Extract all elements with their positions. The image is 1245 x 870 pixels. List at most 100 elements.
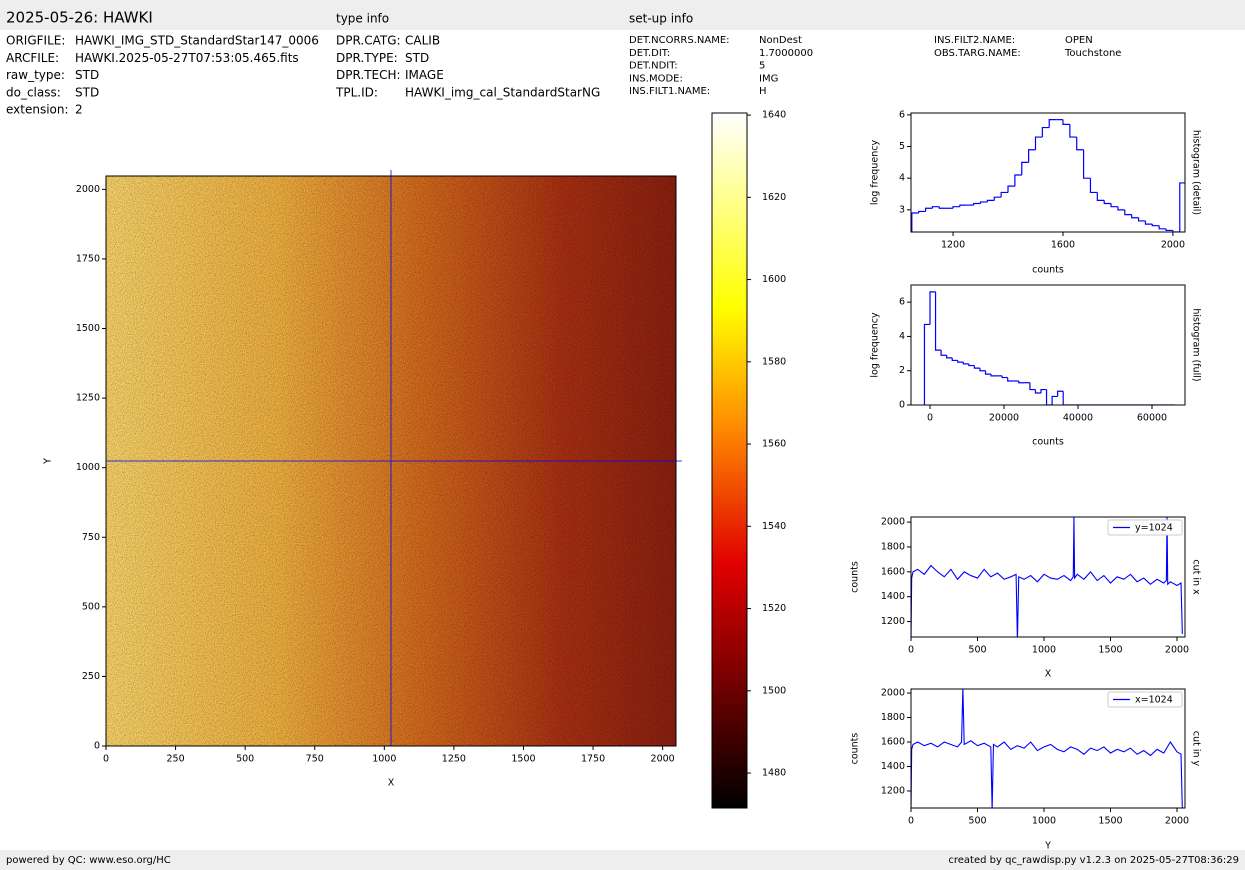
histogram-step: [979, 201, 988, 204]
info-value: 2: [75, 103, 83, 117]
histogram-step: [957, 360, 964, 363]
info-value: 1.7000000: [759, 48, 813, 59]
histogram-step: [1001, 375, 1008, 379]
y-tick-label: 1250: [76, 393, 100, 404]
info-value: 5: [759, 61, 765, 72]
histogram-step: [1151, 224, 1160, 227]
x-tick-label: 20000: [989, 413, 1019, 424]
legend-box: [1107, 691, 1183, 708]
info-value: HAWKI_IMG_STD_StandardStar147_0006: [75, 34, 319, 48]
x-tick-label: 60000: [1137, 413, 1167, 424]
colorbar-tick-label: 1540: [762, 521, 786, 532]
footer-right: created by qc_rawdisp.py v1.2.3 on 2025-…: [948, 855, 1239, 866]
y-axis-label: log frequency: [870, 312, 881, 378]
info-label: INS.FILT1.NAME:: [629, 86, 710, 97]
page-title: 2025-05-26: HAWKI: [6, 9, 153, 27]
x-tick-label: 0: [927, 413, 933, 424]
x-tick-label: 0: [908, 816, 914, 827]
x-tick-label: 1250: [442, 754, 466, 765]
y-tick-label: 250: [82, 671, 100, 682]
histogram-step: [951, 357, 958, 362]
y-tick-label: 1600: [881, 566, 905, 577]
info-label: ARCFILE:: [6, 51, 59, 65]
x-axis-label: X: [1045, 669, 1052, 680]
x-tick-label: 2000: [651, 754, 675, 765]
info-value: CALIB: [405, 34, 440, 48]
setup-info-heading: set-up info: [629, 12, 693, 26]
colorbar-tick-label: 1520: [762, 603, 786, 614]
x-tick-label: 1000: [1032, 645, 1056, 656]
plot-area: [911, 119, 1185, 232]
side-label: cut in y: [1191, 731, 1202, 767]
histogram-step: [946, 355, 953, 359]
y-tick-label: 750: [82, 532, 100, 543]
legend-label: x=1024: [1135, 695, 1173, 706]
legend-box: [1107, 519, 1183, 536]
histogram-step: [1158, 225, 1167, 230]
axes-frame: [910, 688, 1186, 809]
side-label: histogram (full): [1191, 308, 1202, 381]
side-label: cut in x: [1191, 559, 1202, 595]
histogram-step: [1021, 161, 1029, 176]
cut-line: [911, 689, 1183, 808]
y-tick-label: 2000: [881, 688, 905, 699]
x-tick-label: 2000: [1165, 645, 1189, 656]
histogram-step: [1062, 391, 1175, 405]
info-value: HAWKI_img_cal_StandardStarNG: [405, 85, 600, 99]
histogram-step: [1110, 203, 1118, 208]
y-tick-label: 0: [899, 400, 905, 411]
histogram-step: [1076, 137, 1084, 151]
y-tick-label: 6: [899, 109, 905, 120]
footer-left: powered by QC: www.eso.org/HC: [6, 855, 171, 866]
plot-area: [911, 517, 1183, 637]
x-tick-label: 1500: [511, 754, 535, 765]
histogram-step: [1089, 178, 1098, 194]
info-label: OBS.TARG.NAME:: [934, 48, 1021, 59]
x-axis-label: X: [388, 778, 395, 789]
x-tick-label: 250: [167, 754, 185, 765]
axes-frame: [910, 112, 1186, 233]
y-tick-label: 1200: [881, 616, 905, 627]
histogram-step: [959, 204, 967, 207]
histogram-step: [1062, 119, 1070, 125]
axes-frame: [105, 175, 677, 747]
histogram-step: [1045, 389, 1053, 405]
histogram-step: [962, 362, 969, 365]
x-tick-label: 0: [908, 645, 914, 656]
y-tick-label: 1800: [881, 541, 905, 552]
y-tick-label: 1750: [76, 253, 100, 264]
histogram-step: [1117, 206, 1125, 211]
histogram-step: [973, 202, 981, 206]
y-tick-label: 1400: [881, 761, 905, 772]
colorbar-tick-label: 1640: [762, 110, 786, 121]
y-axis-label: log frequency: [870, 140, 881, 206]
y-tick-label: 5: [899, 141, 905, 152]
info-value: STD: [75, 85, 99, 99]
histogram-step: [1082, 149, 1091, 179]
x-tick-label: 1500: [1098, 645, 1122, 656]
side-label: histogram (detail): [1191, 130, 1202, 215]
x-axis-label: counts: [1032, 437, 1064, 448]
info-label: TPL.ID:: [335, 85, 378, 99]
y-tick-label: 2000: [881, 517, 905, 528]
axes-frame: [910, 516, 1186, 638]
x-tick-label: 40000: [1063, 413, 1093, 424]
info-value: OPEN: [1065, 35, 1093, 46]
colorbar-tick-label: 1600: [762, 274, 786, 285]
legend-label: y=1024: [1135, 523, 1173, 534]
histogram-step: [1137, 217, 1146, 222]
histogram-step: [1069, 124, 1077, 138]
info-value: HAWKI.2025-05-27T07:53:05.465.fits: [75, 51, 299, 65]
x-tick-label: 500: [968, 816, 986, 827]
y-tick-label: 1500: [76, 323, 100, 334]
x-tick-label: 750: [306, 754, 324, 765]
x-tick-label: 1200: [941, 240, 965, 251]
histogram-step: [1165, 228, 1173, 232]
histogram-step: [990, 374, 997, 377]
info-value: H: [759, 86, 767, 97]
histogram-step: [986, 199, 995, 202]
info-label: DET.DIT:: [629, 48, 670, 59]
histogram-step: [968, 363, 975, 367]
colorbar-tick-label: 1620: [762, 192, 786, 203]
